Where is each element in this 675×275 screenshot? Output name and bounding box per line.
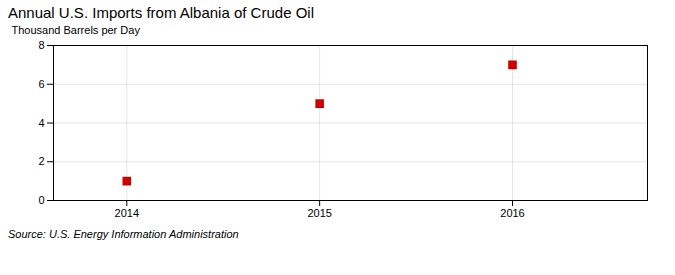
svg-text:2014: 2014 [115,207,139,219]
html-text:Source: U.S. Energy Informatio: Source: U.S. Energy Information Administ… [8,228,239,240]
svg-text:2: 2 [38,155,44,167]
svg-text:0: 0 [38,194,44,206]
svg-text:6: 6 [38,78,44,90]
svg-text:2015: 2015 [307,207,331,219]
html-text:Annual U.S. Imports from Alban: Annual U.S. Imports from Albania of Crud… [8,4,314,21]
svg-text:8: 8 [38,39,44,51]
svg-text:4: 4 [38,117,44,129]
svg-text:2016: 2016 [500,207,524,219]
svg-text:Thousand Barrels per Day: Thousand Barrels per Day [12,24,141,36]
